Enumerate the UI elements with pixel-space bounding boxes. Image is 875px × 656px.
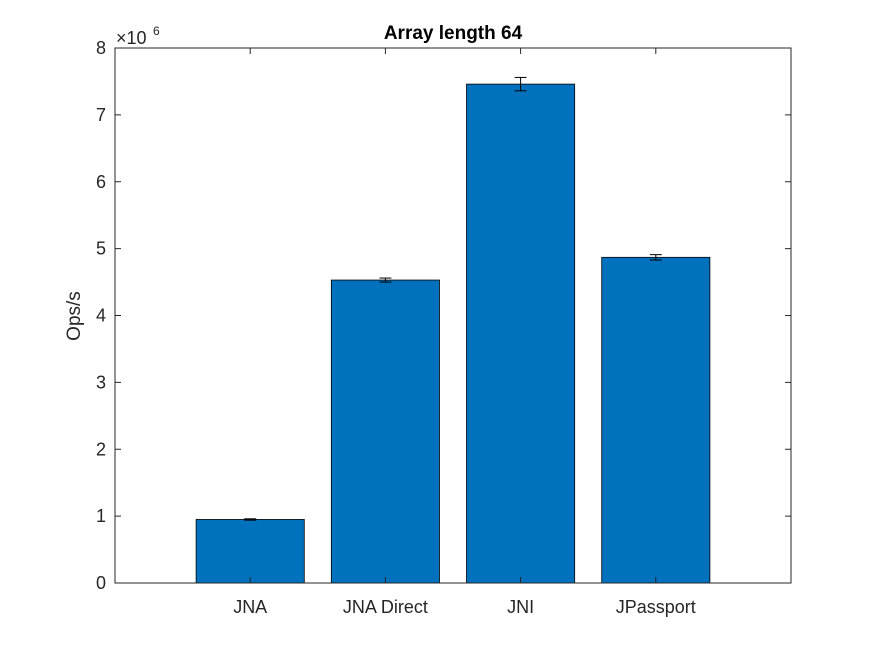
y-exponent-power: 6: [153, 24, 160, 38]
ticks-layer: JNA JNA Direct JNI JPassport 0 1 2 3 4 5 6 7 8: [96, 38, 791, 617]
bar-jna: [195, 519, 305, 584]
y-tick-label: 1: [96, 506, 106, 526]
y-exponent-base: ×10: [116, 28, 147, 48]
y-tick-label: 2: [96, 439, 106, 459]
y-tick-label: 8: [96, 38, 106, 58]
error-bar-jna: [244, 518, 257, 521]
bars-layer: [195, 83, 711, 584]
bar-jpassport: [601, 256, 711, 584]
y-tick-label: 0: [96, 573, 106, 593]
y-tick-label: 6: [96, 172, 106, 192]
error-bars-layer: [244, 76, 662, 521]
y-tick-label: 3: [96, 372, 106, 392]
y-exponent-label: ×10 6: [116, 24, 160, 48]
y-tick-label: 4: [96, 306, 106, 326]
x-tick-label: JNA: [233, 597, 267, 617]
chart-title: Array length 64: [384, 23, 523, 44]
plot-area-frame: [114, 47, 792, 584]
error-bar-jna-direct: [379, 277, 392, 283]
x-tick-label: JPassport: [616, 597, 696, 617]
y-axis-label: Ops/s: [64, 291, 85, 341]
y-tick-label: 7: [96, 105, 106, 125]
bar-jna-direct: [330, 279, 440, 584]
x-tick-label: JNI: [507, 597, 534, 617]
bar-jni: [466, 83, 576, 584]
x-tick-label: JNA Direct: [343, 597, 428, 617]
error-bar-jni: [514, 76, 527, 92]
error-bar-jpassport: [649, 254, 662, 261]
y-tick-label: 5: [96, 239, 106, 259]
